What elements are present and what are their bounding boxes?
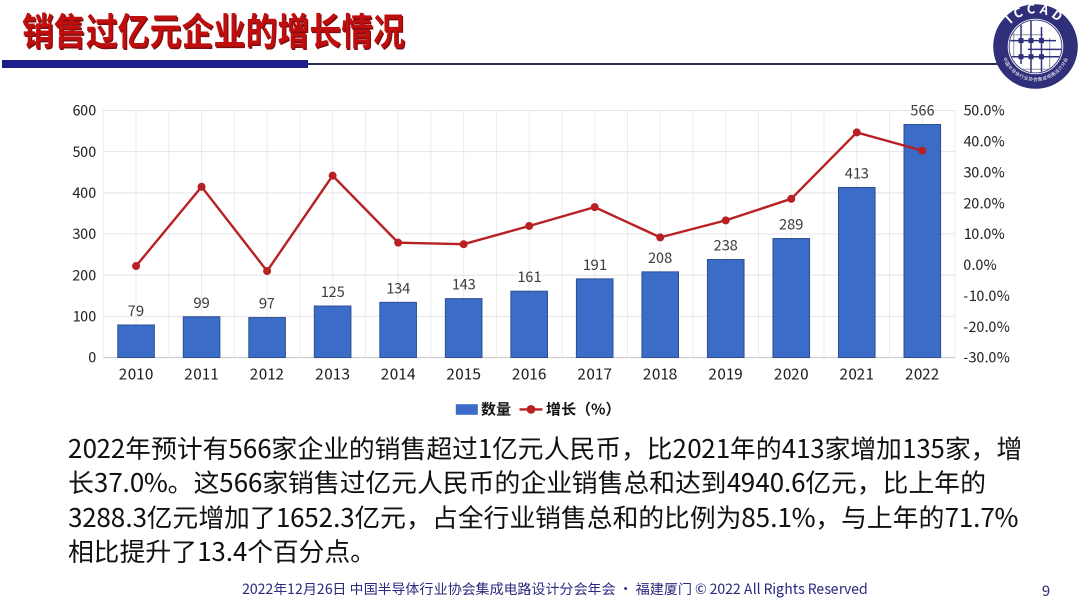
svg-text:500: 500 [71, 141, 96, 162]
svg-text:2012: 2012 [250, 363, 284, 385]
svg-text:208: 208 [648, 247, 672, 268]
svg-text:0.0%: 0.0% [964, 254, 998, 275]
svg-text:2013: 2013 [315, 363, 349, 385]
svg-text:99: 99 [194, 292, 210, 313]
svg-text:2020: 2020 [774, 363, 809, 385]
svg-text:2014: 2014 [381, 363, 416, 385]
svg-text:0: 0 [88, 347, 96, 368]
svg-text:2021: 2021 [840, 363, 874, 385]
svg-text:2019: 2019 [709, 363, 744, 385]
svg-text:300: 300 [72, 223, 96, 244]
svg-text:数量: 数量 [480, 399, 511, 420]
svg-text:2015: 2015 [446, 363, 481, 385]
svg-text:2018: 2018 [643, 363, 678, 385]
svg-text:10.0%: 10.0% [964, 223, 1006, 244]
svg-text:增长（%）: 增长（%） [546, 399, 620, 420]
svg-text:600: 600 [72, 100, 96, 121]
svg-text:-30.0%: -30.0% [964, 347, 1011, 368]
svg-text:413: 413 [845, 162, 869, 183]
svg-text:125: 125 [321, 281, 345, 302]
svg-text:143: 143 [452, 274, 476, 295]
svg-text:2022: 2022 [905, 363, 939, 385]
svg-text:238: 238 [714, 235, 738, 256]
svg-text:566: 566 [909, 100, 934, 121]
svg-text:100: 100 [72, 306, 96, 327]
svg-text:2011: 2011 [184, 363, 218, 385]
svg-text:20.0%: 20.0% [964, 192, 1006, 213]
svg-text:2010: 2010 [119, 363, 154, 385]
svg-text:200: 200 [72, 264, 96, 285]
svg-text:30.0%: 30.0% [964, 161, 1006, 182]
svg-text:50.0%: 50.0% [963, 100, 1006, 121]
svg-text:97: 97 [259, 293, 275, 314]
svg-text:79: 79 [128, 300, 144, 321]
svg-text:-10.0%: -10.0% [964, 285, 1011, 306]
svg-text:-20.0%: -20.0% [964, 316, 1011, 337]
svg-text:134: 134 [386, 277, 410, 298]
svg-text:40.0%: 40.0% [964, 131, 1006, 152]
svg-text:289: 289 [779, 214, 803, 235]
svg-text:191: 191 [583, 254, 607, 275]
svg-text:2016: 2016 [512, 363, 547, 385]
svg-text:400: 400 [72, 182, 96, 203]
svg-text:2017: 2017 [577, 363, 611, 385]
svg-text:161: 161 [517, 266, 541, 287]
